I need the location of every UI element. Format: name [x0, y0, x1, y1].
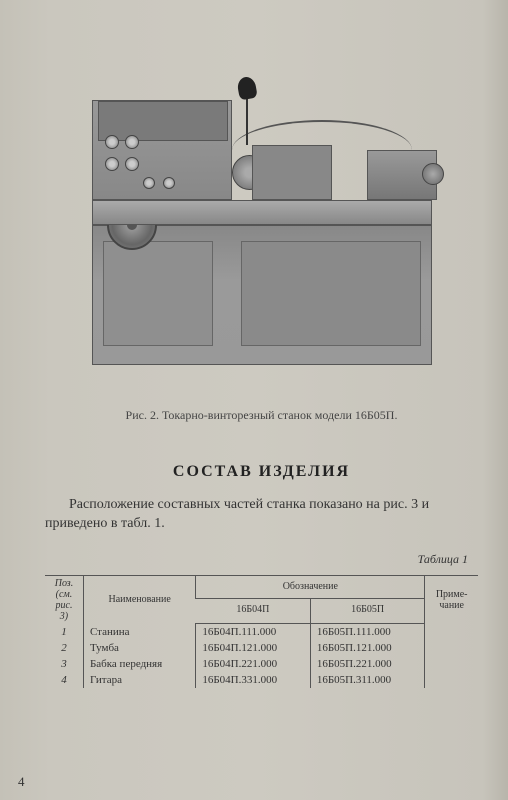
cell-code-a: 16Б04П.331.000 [196, 672, 311, 688]
dial-icon [105, 157, 119, 171]
th-note: Приме-чание [425, 575, 478, 624]
cell-note [425, 624, 478, 641]
section-body: Расположение составных частей станка пок… [45, 496, 478, 534]
dial-icon [105, 135, 119, 149]
th-name: Наименование [83, 575, 195, 624]
cell-name: Бабка передняя [83, 656, 195, 672]
base-panel-right [241, 241, 421, 346]
lamp-arm [246, 95, 248, 145]
dial-icon [125, 135, 139, 149]
cell-name: Тумба [83, 640, 195, 656]
cell-code-b: 16Б05П.111.000 [310, 624, 425, 641]
cell-pos: 3 [45, 656, 83, 672]
headstock [92, 100, 232, 200]
cell-code-b: 16Б05П.121.000 [310, 640, 425, 656]
parts-table: Поз. (см. рис. 3) Наименование Обозначен… [45, 575, 478, 689]
cell-note [425, 672, 478, 688]
figure-area [45, 20, 478, 400]
th-col-a: 16Б04П [196, 598, 311, 624]
table-row: 3 Бабка передняя 16Б04П.221.000 16Б05П.2… [45, 656, 478, 672]
cell-code-a: 16Б04П.221.000 [196, 656, 311, 672]
cell-code-a: 16Б04П.121.000 [196, 640, 311, 656]
splash-guard [232, 120, 412, 150]
page-number: 4 [18, 774, 25, 790]
base-panel-left [103, 241, 213, 346]
dial-icon [143, 177, 155, 189]
headstock-controls [98, 101, 228, 141]
table-row: 4 Гитара 16Б04П.331.000 16Б05П.311.000 [45, 672, 478, 688]
cell-code-b: 16Б05П.221.000 [310, 656, 425, 672]
th-designation: Обозначение [196, 575, 425, 598]
table-row: 2 Тумба 16Б04П.121.000 16Б05П.121.000 [45, 640, 478, 656]
tailstock [367, 150, 437, 200]
cell-pos: 2 [45, 640, 83, 656]
carriage [252, 145, 332, 200]
cell-pos: 1 [45, 624, 83, 641]
lamp-icon [232, 65, 262, 120]
cell-name: Станина [83, 624, 195, 641]
cell-code-b: 16Б05П.311.000 [310, 672, 425, 688]
section-title: СОСТАВ ИЗДЕЛИЯ [45, 463, 478, 481]
cell-code-a: 16Б04П.111.000 [196, 624, 311, 641]
dial-icon [163, 177, 175, 189]
table-label: Таблица 1 [45, 552, 478, 567]
document-page: Рис. 2. Токарно-винторезный станок модел… [0, 0, 508, 800]
th-pos: Поз. (см. рис. 3) [45, 575, 83, 624]
cell-pos: 4 [45, 672, 83, 688]
dial-icon [125, 157, 139, 171]
lathe-bed [92, 200, 432, 225]
cell-note [425, 656, 478, 672]
table-row: 1 Станина 16Б04П.111.000 16Б05П.111.000 [45, 624, 478, 641]
cell-note [425, 640, 478, 656]
lamp-head [236, 76, 258, 101]
tailstock-wheel-icon [422, 163, 444, 185]
figure-caption: Рис. 2. Токарно-винторезный станок модел… [45, 408, 478, 423]
lathe-illustration [72, 55, 452, 365]
th-col-b: 16Б05П [310, 598, 425, 624]
cell-name: Гитара [83, 672, 195, 688]
